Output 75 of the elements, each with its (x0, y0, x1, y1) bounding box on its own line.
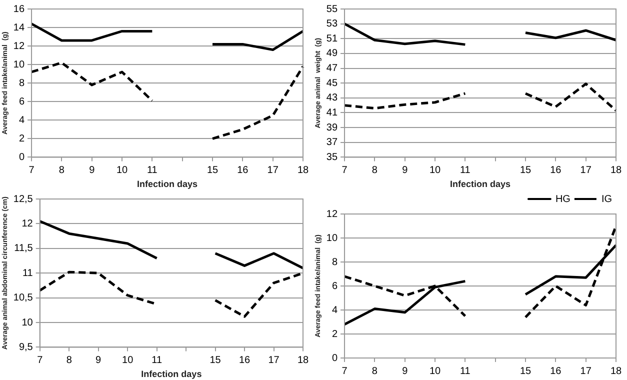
x-tick-label: 8 (372, 164, 378, 176)
y-tick-label: 45 (326, 78, 338, 89)
x-tick-label: 10 (122, 354, 134, 366)
x-tick-label: 8 (372, 366, 378, 377)
x-tick-label: 16 (550, 164, 562, 176)
x-tick-label: 10 (116, 164, 128, 176)
y-tick-label: 16 (13, 4, 25, 15)
x-axis-title: Infection days (141, 369, 202, 380)
x-tick-label: 7 (342, 164, 348, 176)
y-tick-label: 47 (326, 63, 338, 74)
x-tick-label: 17 (580, 164, 592, 176)
y-tick-label: 10 (22, 317, 34, 328)
x-tick-label: 9 (402, 164, 408, 176)
x-tick-label: 15 (206, 164, 219, 176)
y-tick-label: 2 (332, 328, 338, 340)
y-tick-label: 8 (332, 256, 338, 268)
x-tick-label: 11 (146, 164, 158, 176)
y-tick-label: 10,5 (13, 292, 34, 304)
x-tick-label: 11 (460, 366, 471, 377)
x-tick-label: 15 (210, 354, 222, 366)
y-tick-label: 0 (332, 352, 338, 364)
y-tick-label: 10 (13, 59, 25, 70)
y-tick-label: 43 (326, 92, 338, 104)
y-tick-label: 35 (326, 152, 338, 163)
y-tick-label: 11 (22, 268, 34, 279)
y-tick-label: 6 (18, 96, 25, 108)
x-tick-label: 17 (267, 164, 279, 176)
x-tick-label: 7 (28, 164, 35, 176)
legend-label: HG (555, 194, 571, 205)
y-tick-label: 2 (18, 133, 25, 144)
x-tick-label: 7 (37, 354, 44, 366)
y-tick-label: 53 (326, 18, 338, 30)
x-tick-label: 16 (550, 366, 562, 377)
x-tick-label: 10 (429, 164, 442, 176)
x-tick-label: 8 (58, 164, 65, 176)
legend-label: IG (601, 194, 612, 205)
x-tick-label: 15 (520, 366, 532, 377)
x-tick-label: 18 (297, 164, 309, 176)
x-tick-label: 11 (152, 354, 162, 366)
y-tick-label: 39 (326, 122, 338, 134)
x-tick-label: 16 (238, 354, 251, 366)
y-tick-label: 10 (326, 232, 338, 244)
x-tick-label: 9 (89, 164, 96, 176)
x-tick-label: 17 (268, 354, 280, 366)
x-tick-label: 9 (402, 366, 408, 377)
x-tick-label: 10 (429, 366, 442, 377)
x-tick-label: 18 (610, 366, 622, 377)
y-tick-label: 9,5 (18, 342, 34, 353)
x-axis-title: Infection days (450, 179, 511, 190)
y-tick-label: 55 (326, 4, 338, 15)
y-tick-label: 14 (13, 22, 25, 34)
y-tick-label: 4 (332, 304, 338, 316)
y-tick-label: 6 (332, 280, 338, 292)
y-tick-label: 51 (326, 33, 338, 44)
x-tick-label: 18 (297, 354, 309, 366)
y-tick-label: 12 (326, 208, 338, 220)
y-tick-label: 4 (18, 114, 25, 126)
y-tick-label: 41 (326, 107, 338, 118)
y-tick-label: 37 (326, 137, 338, 148)
x-tick-label: 9 (96, 354, 102, 366)
y-tick-label: 8 (18, 78, 25, 89)
y-tick-label: 12 (13, 40, 25, 52)
x-tick-label: 8 (66, 354, 72, 366)
y-tick-label: 49 (326, 48, 338, 60)
y-tick-label: 0 (18, 152, 25, 163)
y-tick-label: 11,5 (14, 243, 34, 254)
x-tick-label: 15 (520, 164, 532, 176)
x-tick-label: 16 (237, 164, 249, 176)
y-tick-label: 12 (22, 218, 34, 230)
x-axis-title: Infection days (137, 179, 198, 190)
y-tick-label: 12,5 (13, 194, 34, 205)
x-tick-label: 11 (460, 164, 471, 176)
x-tick-label: 18 (610, 164, 622, 176)
x-tick-label: 17 (580, 366, 592, 377)
x-tick-label: 7 (342, 366, 348, 377)
